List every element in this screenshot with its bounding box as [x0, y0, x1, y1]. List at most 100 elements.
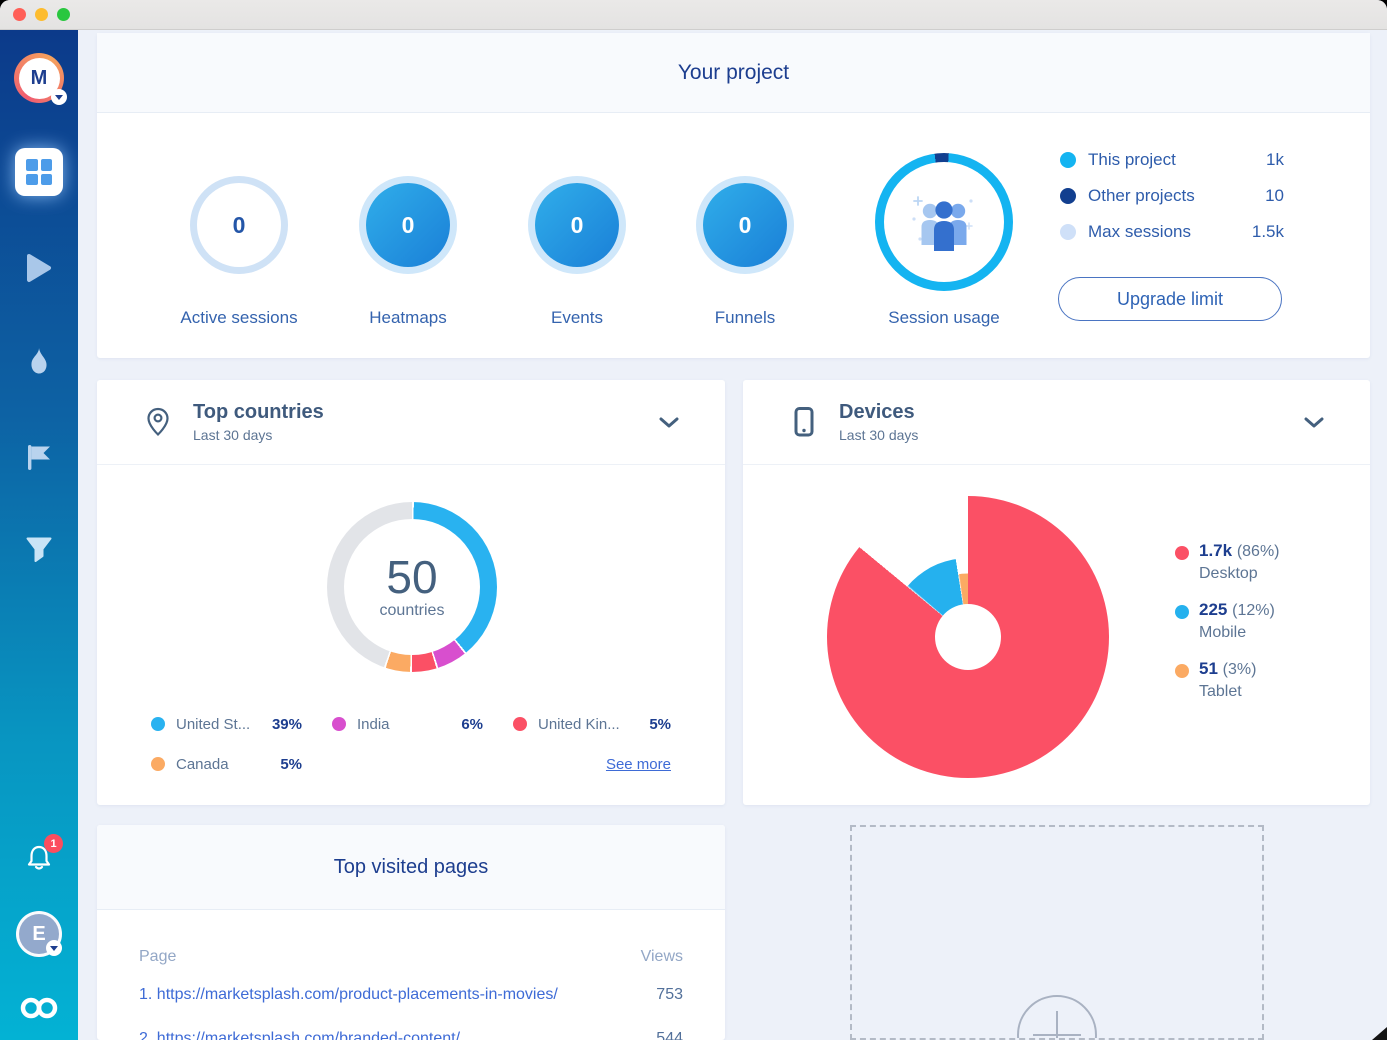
active-sessions-circle: 0: [197, 183, 281, 267]
overview-header: Your project: [97, 33, 1370, 113]
device-value: 225: [1199, 600, 1228, 619]
devices-card: Devices Last 30 days 1.7k (86%): [743, 380, 1370, 805]
this-project-dot: [1060, 152, 1076, 168]
play-icon: [27, 254, 51, 282]
legend-item: United Kin... 5%: [513, 704, 671, 744]
bell-icon: [27, 845, 51, 870]
countries-legend: United St... 39% India 6% United Kin...: [151, 704, 671, 784]
minimize-button[interactable]: [35, 8, 48, 21]
table-header-row: Page Views: [139, 948, 683, 966]
user-avatar[interactable]: E: [16, 911, 62, 957]
legend-value: 10: [1265, 186, 1284, 205]
page-link[interactable]: 2. https://marketsplash.com/branded-cont…: [139, 1030, 461, 1040]
page-link[interactable]: 1. https://marketsplash.com/product-plac…: [139, 986, 558, 1003]
heatmaps-label: Heatmaps: [369, 308, 447, 327]
country-name: United Kin...: [538, 715, 620, 733]
flame-icon: [31, 348, 47, 374]
page-views: 544: [656, 1030, 683, 1040]
country-pct: 39%: [271, 715, 302, 733]
dashboard-grid-icon: [26, 159, 52, 185]
legend-item: 1.7k (86%) Desktop: [1175, 541, 1280, 583]
device-pct: (86%): [1236, 543, 1280, 560]
sidebar: M: [0, 30, 78, 1040]
project-overview-card: Your project 0 Active sessions 0 Heatmap…: [97, 33, 1370, 358]
page-column-header: Page: [139, 948, 177, 965]
project-switcher-chevron-icon[interactable]: [51, 89, 67, 105]
tablet-dot: [1175, 664, 1189, 678]
devices-body: 1.7k (86%) Desktop 225 (12%) Mobile 51 (…: [743, 465, 1370, 804]
events-label: Events: [551, 308, 603, 327]
other-projects-dot: [1060, 188, 1076, 204]
funnels-value: 0: [738, 211, 752, 238]
device-label: Tablet: [1199, 683, 1242, 700]
card-subtitle: Last 30 days: [193, 427, 273, 443]
countries-donut-hole: 50 countries: [344, 519, 480, 655]
user-menu-chevron-icon[interactable]: [46, 940, 62, 956]
country-name: Canada: [176, 755, 229, 773]
close-button[interactable]: [13, 8, 26, 21]
card-subtitle: Last 30 days: [839, 427, 919, 443]
device-pct: (12%): [1232, 602, 1275, 619]
collapse-chevron-icon[interactable]: [659, 416, 679, 434]
dashboard-content: Your project 0 Active sessions 0 Heatmap…: [78, 30, 1387, 1040]
collapse-chevron-icon[interactable]: [1304, 416, 1324, 434]
session-usage-legend: This project 1k Other projects 10 Max se…: [1060, 142, 1284, 250]
countries-count-label: countries: [379, 602, 445, 619]
events-value: 0: [570, 211, 584, 238]
people-icon: [912, 196, 973, 251]
funnels-label: Funnels: [714, 308, 776, 327]
active-sessions-label: Active sessions: [180, 308, 298, 327]
united-states-dot: [151, 717, 165, 731]
top-countries-body: 50 countries United St... 39%: [97, 465, 725, 804]
table-row: 2. https://marketsplash.com/branded-cont…: [139, 1024, 683, 1040]
country-name: India: [357, 715, 390, 733]
funnel-icon: [26, 537, 52, 562]
devices-legend: 1.7k (86%) Desktop 225 (12%) Mobile 51 (…: [1175, 541, 1280, 718]
legend-item: 51 (3%) Tablet: [1175, 659, 1280, 701]
legend-label: Max sessions: [1088, 222, 1191, 241]
session-usage-ring-hole: [884, 162, 1004, 282]
location-pin-icon: [141, 406, 175, 438]
active-sessions-value: 0: [232, 211, 246, 238]
sidebar-item-recordings[interactable]: [25, 252, 53, 284]
legend-item: India 6%: [332, 704, 513, 744]
fullscreen-button[interactable]: [57, 8, 70, 21]
devices-pie-chart: [827, 496, 1109, 778]
device-pct: (3%): [1222, 661, 1257, 678]
plus-icon[interactable]: [1017, 995, 1097, 1038]
see-more-link[interactable]: See more: [605, 755, 671, 773]
sidebar-item-funnels[interactable]: [25, 537, 53, 563]
country-pct: 5%: [280, 755, 302, 773]
upgrade-limit-button[interactable]: Upgrade limit: [1058, 277, 1282, 321]
top-countries-card: Top countries Last 30 days 50 countries: [97, 380, 725, 805]
country-name: United St...: [176, 715, 251, 733]
legend-value: 1.5k: [1251, 222, 1284, 241]
device-value: 51: [1199, 659, 1218, 678]
events-circle: 0: [535, 183, 619, 267]
smartlook-logo[interactable]: [19, 996, 59, 1020]
project-avatar[interactable]: M: [14, 53, 67, 105]
device-value: 1.7k: [1199, 541, 1233, 560]
sidebar-item-events[interactable]: [24, 442, 54, 472]
united-kingdom-dot: [513, 717, 527, 731]
legend-item: United St... 39%: [151, 704, 332, 744]
notifications-button[interactable]: 1: [24, 834, 63, 872]
notification-badge: 1: [44, 834, 63, 853]
card-title: Devices: [839, 401, 915, 423]
legend-item: 225 (12%) Mobile: [1175, 600, 1280, 642]
add-widget-placeholder[interactable]: [850, 825, 1264, 1040]
session-usage-label: Session usage: [888, 308, 1000, 327]
max-sessions-dot: [1060, 224, 1076, 240]
countries-count: 50: [386, 551, 438, 603]
sidebar-item-heatmaps[interactable]: [25, 347, 53, 377]
legend-item: Canada 5%: [151, 744, 332, 784]
canada-dot: [151, 757, 165, 771]
card-title: Top visited pages: [333, 855, 489, 878]
overview-body: 0 Active sessions 0 Heatmaps 0 Events 0 …: [97, 113, 1370, 357]
legend-item: Other projects 10: [1060, 178, 1284, 214]
countries-donut-chart: 50 countries: [327, 502, 497, 672]
legend-item: This project 1k: [1060, 142, 1284, 178]
sidebar-item-dashboard[interactable]: [15, 148, 63, 196]
macos-title-bar: [0, 0, 1387, 30]
legend-label: Other projects: [1088, 186, 1195, 205]
